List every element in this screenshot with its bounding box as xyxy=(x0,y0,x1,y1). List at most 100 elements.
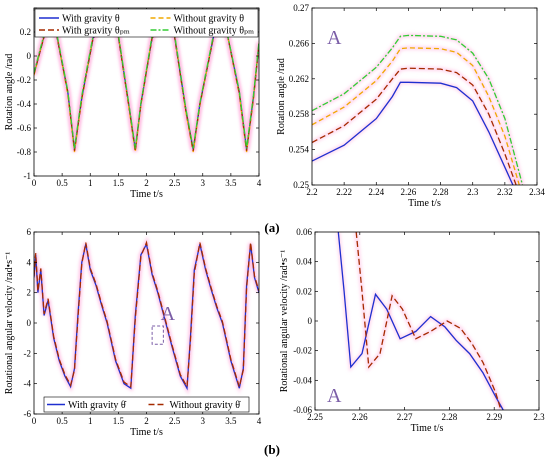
x-tick-label: 2.29 xyxy=(486,412,502,422)
y-tick-label: -4 xyxy=(24,379,32,389)
panel-a-left: 0 0.5 1 1.5 2 2.5 3 3.5 4 -1 -0.8 -0.6 -0.4 -0.2 0 0.2 T… xyxy=(4,7,262,200)
x-tick-label: 0.5 xyxy=(57,416,69,426)
y-tick-label: -0.4 xyxy=(17,99,32,109)
x-tick-label: 1 xyxy=(88,178,93,188)
x-tick-label: 3 xyxy=(201,178,206,188)
y-tick-label: 0.258 xyxy=(289,109,310,119)
x-tick-label: 0.5 xyxy=(57,178,69,188)
y-tick-label: -0.04 xyxy=(293,375,312,385)
x-tick-label: 2.24 xyxy=(368,187,384,197)
x-axis-label: Time t/s xyxy=(408,198,441,209)
series-glow-0 xyxy=(34,238,259,396)
y-tick-label: -0.06 xyxy=(293,405,312,415)
x-tick-label: 2.28 xyxy=(433,187,449,197)
legend-entry-2: With gravity θₚₘ xyxy=(62,26,130,37)
legend-box xyxy=(34,8,259,38)
y-tick-label: 6 xyxy=(27,227,32,237)
y-tick-label: -6 xyxy=(24,409,32,419)
series-line-1 xyxy=(312,67,517,185)
series-group xyxy=(34,235,259,396)
x-tick-label: 4 xyxy=(257,178,262,188)
legend-entry-0: With gravity θ xyxy=(62,14,120,25)
legend: With gravity θ Without gravity θ With grav… xyxy=(34,8,259,38)
x-tick-label: 2.28 xyxy=(442,412,458,422)
y-tick-label: -0.2 xyxy=(17,75,31,85)
x-tick-label: 4 xyxy=(257,416,262,426)
legend-entry-1: Without gravity θ̇ xyxy=(170,400,241,411)
y-tick-label: 0.27 xyxy=(293,3,309,13)
x-tick-label: 2.32 xyxy=(497,187,513,197)
plot-frame xyxy=(311,7,538,186)
y-tick-label: 0 xyxy=(27,318,32,328)
x-tick-label: 3.5 xyxy=(225,178,237,188)
y-tick-label: 0.04 xyxy=(296,257,312,267)
x-tick-label: 2.26 xyxy=(352,412,368,422)
series-line-0 xyxy=(337,232,504,410)
x-tick-label: 2 xyxy=(144,416,149,426)
series-line-3 xyxy=(312,34,524,185)
y-axis-label: Rotation angle /rad xyxy=(4,54,15,131)
series-group xyxy=(34,20,259,153)
zoom-label-a: A xyxy=(327,27,342,49)
series-glow-3 xyxy=(34,20,259,149)
x-tick-label: 2.26 xyxy=(401,187,417,197)
series-glow-0 xyxy=(312,80,515,185)
x-tick-label: 2.5 xyxy=(169,178,181,188)
series-line-0 xyxy=(312,81,514,185)
x-axis-label: Time t/s xyxy=(130,189,163,200)
y-tick-label: 0.266 xyxy=(289,38,310,48)
series-glow-3 xyxy=(312,33,525,185)
y-tick-label: 0.06 xyxy=(296,227,312,237)
y-tick-label: 4 xyxy=(27,257,32,267)
x-tick-label: 2 xyxy=(144,178,149,188)
x-tick-label: 2.2 xyxy=(306,187,317,197)
y-axis-label: Rotational angular velocity /rad•s⁻¹ xyxy=(279,250,290,393)
x-tick-label: 0 xyxy=(32,178,37,188)
x-tick-label: 2.3 xyxy=(467,187,479,197)
x-tick-label: 2.3 xyxy=(533,412,545,422)
x-tick-label: 0 xyxy=(32,416,37,426)
y-tick-label: 0.262 xyxy=(289,74,309,84)
y-tick-label: 0.02 xyxy=(296,286,312,296)
x-tick-label: 2.34 xyxy=(529,187,545,197)
y-tick-label: 0.25 xyxy=(293,180,309,190)
x-tick-label: 1.5 xyxy=(113,416,125,426)
series-line-1 xyxy=(34,240,259,390)
x-axis-label: Time t/s xyxy=(130,427,163,438)
series-line-0 xyxy=(34,242,259,391)
legend-entry-0: With gravity θ̇ xyxy=(68,400,127,411)
series-group xyxy=(336,232,505,410)
panel-b-left: 0 0.5 1 1.5 2 2.5 3 3.5 4 -6 -4 -2 0 2 4 6 Time t/s Rotat… xyxy=(4,227,262,438)
y-tick-label: -0.8 xyxy=(17,147,32,157)
x-tick-label: 1.5 xyxy=(113,178,125,188)
series-glow-1 xyxy=(34,235,259,395)
series-glow-2 xyxy=(312,45,522,185)
panel-b-right: 2.25 2.26 2.27 2.28 2.29 2.3 -0.06 -0.04 -0.02 0 0… xyxy=(279,227,545,434)
y-tick-label: -2 xyxy=(24,348,32,358)
x-tick-label: 2.5 xyxy=(169,416,181,426)
x-tick-label: 3.5 xyxy=(225,416,237,426)
legend-box xyxy=(43,396,250,413)
panel-a-right: 2.2 2.22 2.24 2.26 2.28 2.3 2.32 2.34 0.25 0.254 0… xyxy=(276,3,545,209)
x-tick-label: 2.27 xyxy=(397,412,413,422)
y-axis-label: Rotation angle /rad xyxy=(276,58,287,135)
x-tick-label: 3 xyxy=(201,416,206,426)
legend-entry-3: Without gravity θₚₘ xyxy=(174,26,255,37)
y-tick-label: 0.254 xyxy=(289,145,310,155)
zoom-label-a: A xyxy=(161,303,176,325)
plot-frame xyxy=(33,231,260,415)
series-group xyxy=(312,33,525,185)
y-tick-label: 2 xyxy=(27,288,32,298)
zoom-box xyxy=(151,325,164,345)
x-tick-label: 2.25 xyxy=(307,412,323,422)
y-tick-label: -0.02 xyxy=(293,346,312,356)
y-axis-label: Rotational angular velocity /rad•s⁻¹ xyxy=(4,252,15,395)
y-tick-label: 0 xyxy=(27,51,32,61)
legend: With gravity θ̇ Without gravity θ̇ xyxy=(43,396,250,413)
y-tick-label: -0.6 xyxy=(17,123,32,133)
x-tick-label: 2.22 xyxy=(336,187,352,197)
y-tick-label: 0.2 xyxy=(20,27,31,37)
panel-label-b: (b) xyxy=(264,442,280,457)
y-tick-label: 0 xyxy=(308,316,313,326)
